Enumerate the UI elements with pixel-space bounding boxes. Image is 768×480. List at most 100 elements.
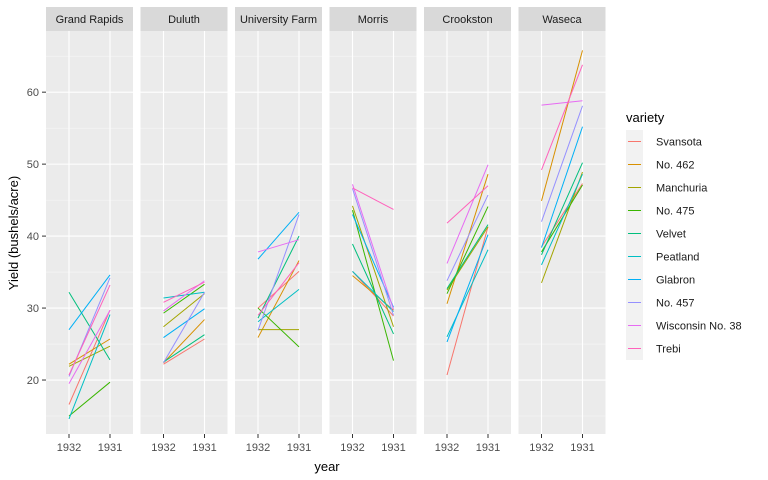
series-line-wisconsin-no-38 xyxy=(352,184,394,310)
legend: variety Svansota No. 462 Manchuria No. 475 V… xyxy=(626,110,742,360)
panel-morris: Morris 1932 1931 xyxy=(329,7,417,454)
x-tick-label: 1931 xyxy=(570,442,594,454)
series-line-svansota xyxy=(541,183,583,248)
legend-title: variety xyxy=(626,110,665,125)
series-line-no-475 xyxy=(446,206,489,294)
strip-background xyxy=(46,7,133,31)
strip-background xyxy=(235,7,322,31)
panel-waseca: Waseca 1932 1931 xyxy=(518,7,606,454)
strip-label: Grand Rapids xyxy=(56,14,124,26)
series-line-no-475 xyxy=(163,283,205,314)
strip-label: Morris xyxy=(358,14,389,26)
strip-background xyxy=(424,7,511,31)
series-line-velvet xyxy=(257,235,300,319)
series-line-trebi xyxy=(352,187,394,210)
series-line-trebi xyxy=(446,185,489,224)
series-line-no-462 xyxy=(257,260,300,338)
legend-item-no-457: No. 457 xyxy=(626,291,695,314)
series-line-no-475 xyxy=(68,381,111,417)
series-line-peatland xyxy=(163,291,205,299)
legend-item-no-462: No. 462 xyxy=(626,153,695,176)
series-line-velvet xyxy=(163,334,205,363)
series-line-no-462 xyxy=(163,319,205,364)
x-tick-label: 1931 xyxy=(476,442,500,454)
strip-background xyxy=(329,7,417,31)
legend-label: Manchuria xyxy=(656,183,708,195)
plot-background xyxy=(46,31,133,434)
legend-item-trebi: Trebi xyxy=(626,337,681,360)
series-line-peatland xyxy=(257,288,300,323)
series-line-peatland xyxy=(541,174,583,266)
y-tick-label: 40 xyxy=(27,231,39,243)
x-tick-label: 1931 xyxy=(381,442,405,454)
series-line-glabron xyxy=(446,234,489,343)
x-tick-label: 1931 xyxy=(192,442,216,454)
series-line-velvet xyxy=(541,162,583,256)
legend-item-manchuria: Manchuria xyxy=(626,176,708,199)
plot-background xyxy=(329,31,417,434)
plot-background xyxy=(518,31,606,434)
panel-duluth: Duluth 1932 1931 xyxy=(140,7,228,454)
series-line-glabron xyxy=(541,126,583,248)
y-tick-label: 60 xyxy=(27,87,39,99)
series-line-peatland xyxy=(68,314,111,420)
legend-item-peatland: Peatland xyxy=(626,245,699,268)
strip-background xyxy=(140,7,228,31)
panel-university-farm: University Farm 1932 1931 xyxy=(235,7,322,454)
series-line-velvet xyxy=(446,224,489,289)
series-line-wisconsin-no-38 xyxy=(446,164,489,264)
plot-background xyxy=(140,31,228,434)
x-tick-label: 1931 xyxy=(98,442,122,454)
series-line-trebi xyxy=(541,64,583,171)
series-line-no-475 xyxy=(257,307,300,348)
legend-item-no-475: No. 475 xyxy=(626,199,695,222)
series-line-svansota xyxy=(163,338,205,365)
strip-background xyxy=(518,7,606,31)
panel-crookston: Crookston 1932 1931 xyxy=(424,7,511,454)
x-axis-title: year xyxy=(314,459,340,474)
series-line-peatland xyxy=(446,249,489,338)
series-line-glabron xyxy=(352,214,394,308)
x-tick-label: 1932 xyxy=(151,442,175,454)
legend-label: Velvet xyxy=(656,229,686,241)
x-tick-label: 1931 xyxy=(287,442,311,454)
series-line-peatland xyxy=(352,271,394,313)
y-tick-label: 20 xyxy=(27,375,39,387)
plot-background xyxy=(424,31,511,434)
series-line-no-457 xyxy=(163,291,205,364)
series-line-no-457 xyxy=(446,194,489,281)
legend-label: No. 475 xyxy=(656,206,695,218)
series-line-svansota xyxy=(68,310,111,405)
plot-background xyxy=(235,31,322,434)
legend-item-velvet: Velvet xyxy=(626,222,686,245)
legend-label: Trebi xyxy=(656,344,681,356)
series-line-glabron xyxy=(68,274,111,330)
legend-label: Svansota xyxy=(656,137,703,149)
series-line-trebi xyxy=(163,281,205,303)
y-axis: 20 30 40 50 60 xyxy=(27,87,46,387)
series-line-no-475 xyxy=(352,210,394,361)
series-line-no-457 xyxy=(352,188,394,316)
legend-label: Peatland xyxy=(656,252,699,264)
series-line-svansota xyxy=(352,271,394,317)
series-line-no-457 xyxy=(257,214,300,331)
x-tick-label: 1932 xyxy=(57,442,81,454)
legend-label: Glabron xyxy=(656,275,695,287)
series-line-trebi xyxy=(68,284,111,376)
legend-label: No. 462 xyxy=(656,160,695,172)
series-line-wisconsin-no-38 xyxy=(68,309,111,384)
panel-grand-rapids: Grand Rapids 1932 1931 xyxy=(46,7,133,454)
y-tick-label: 50 xyxy=(27,159,39,171)
y-tick-label: 30 xyxy=(27,303,39,315)
x-tick-label: 1932 xyxy=(246,442,270,454)
legend-label: Wisconsin No. 38 xyxy=(656,321,742,333)
series-line-glabron xyxy=(163,308,205,338)
series-line-wisconsin-no-38 xyxy=(257,239,300,253)
series-line-no-462 xyxy=(541,50,583,201)
x-tick-label: 1932 xyxy=(340,442,364,454)
series-line-trebi xyxy=(257,262,300,316)
series-line-velvet xyxy=(352,243,394,335)
series-line-wisconsin-no-38 xyxy=(541,100,583,106)
